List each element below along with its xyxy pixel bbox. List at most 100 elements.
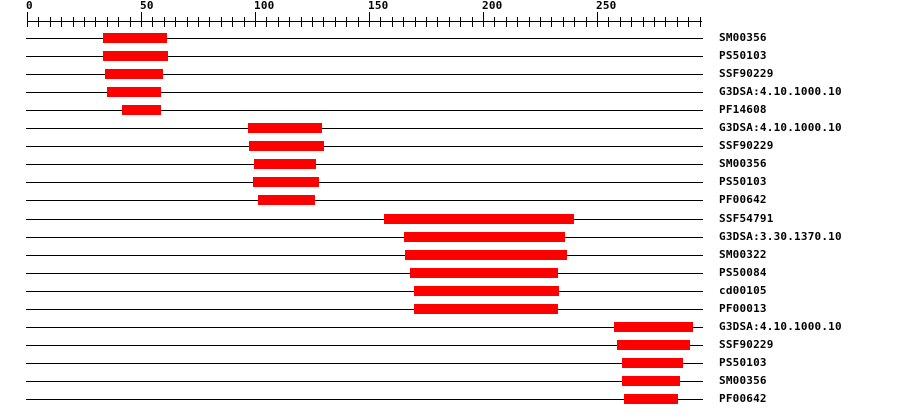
row-line: [26, 182, 703, 183]
match-label: PF00642: [719, 392, 767, 405]
row-line: [26, 273, 703, 274]
x-axis-minor-tick: [358, 17, 359, 27]
x-axis-minor-tick: [529, 17, 530, 27]
x-axis-minor-tick: [472, 17, 473, 27]
x-axis-minor-tick: [620, 17, 621, 27]
match-bar: [122, 105, 161, 115]
x-axis-minor-tick: [289, 17, 290, 27]
x-axis-minor-tick: [130, 17, 131, 27]
row-line: [26, 345, 703, 346]
row-line: [26, 56, 703, 57]
match-bar: [103, 33, 167, 43]
x-axis-minor-tick: [335, 17, 336, 27]
x-axis-major-tick: [369, 12, 370, 27]
match-label: G3DSA:4.10.1000.10: [719, 121, 842, 134]
match-bar: [105, 69, 163, 79]
x-axis-minor-tick: [631, 17, 632, 27]
x-axis-minor-tick: [540, 17, 541, 27]
x-axis-minor-tick: [517, 17, 518, 27]
row-line: [26, 219, 703, 220]
x-axis-tick-label: 250: [596, 0, 617, 12]
row-line: [26, 363, 703, 364]
x-axis-minor-tick: [50, 17, 51, 27]
x-axis-minor-tick: [426, 17, 427, 27]
x-axis-minor-tick: [278, 17, 279, 27]
row-line: [26, 399, 703, 400]
row-line: [26, 128, 703, 129]
row-line: [26, 327, 703, 328]
x-axis-minor-tick: [323, 17, 324, 27]
match-bar: [414, 304, 558, 314]
x-axis-minor-tick: [84, 17, 85, 27]
match-label: G3DSA:4.10.1000.10: [719, 85, 842, 98]
x-axis-minor-tick: [437, 17, 438, 27]
match-bar: [617, 340, 690, 350]
x-axis-minor-tick: [392, 17, 393, 27]
x-axis-minor-tick: [608, 17, 609, 27]
row-line: [26, 291, 703, 292]
x-axis-major-tick: [255, 12, 256, 27]
x-axis-line: [27, 21, 702, 22]
x-axis-minor-tick: [494, 17, 495, 27]
x-axis-major-tick: [27, 12, 28, 27]
match-bar: [414, 286, 559, 296]
row-line: [26, 200, 703, 201]
match-label: PS50103: [719, 175, 767, 188]
row-line: [26, 110, 703, 111]
x-axis-minor-tick: [61, 17, 62, 27]
x-axis-major-tick: [141, 12, 142, 27]
match-bar: [614, 322, 693, 332]
x-axis-tick-label: 200: [482, 0, 503, 12]
row-line: [26, 381, 703, 382]
match-bar: [248, 123, 322, 133]
row-line: [26, 309, 703, 310]
match-bar: [249, 141, 324, 151]
x-axis-minor-tick: [574, 17, 575, 27]
match-label: PF14608: [719, 103, 767, 116]
x-axis-minor-tick: [677, 17, 678, 27]
x-axis-minor-tick: [449, 17, 450, 27]
x-axis-minor-tick: [643, 17, 644, 27]
match-bar: [384, 214, 574, 224]
x-axis-minor-tick: [164, 17, 165, 27]
x-axis-tick-label: 150: [368, 0, 389, 12]
x-axis-minor-tick: [221, 17, 222, 27]
x-axis-minor-tick: [209, 17, 210, 27]
match-label: SSF54791: [719, 212, 774, 225]
match-label: SM00356: [719, 157, 767, 170]
match-label: SSF90229: [719, 67, 774, 80]
row-line: [26, 92, 703, 93]
match-label: SM00356: [719, 374, 767, 387]
x-axis-minor-tick: [118, 17, 119, 27]
x-axis-minor-tick: [700, 17, 701, 27]
match-label: SSF90229: [719, 338, 774, 351]
match-bar: [404, 232, 565, 242]
x-axis-minor-tick: [688, 17, 689, 27]
match-bar: [107, 87, 161, 97]
match-bar: [405, 250, 567, 260]
match-bar: [103, 51, 168, 61]
x-axis-minor-tick: [551, 17, 552, 27]
x-axis-tick-label: 0: [26, 0, 33, 12]
match-label: PS50103: [719, 49, 767, 62]
x-axis-tick-label: 100: [254, 0, 275, 12]
x-axis-major-tick: [597, 12, 598, 27]
match-label: cd00105: [719, 284, 767, 297]
row-line: [26, 164, 703, 165]
match-label: PF00642: [719, 193, 767, 206]
x-axis-minor-tick: [460, 17, 461, 27]
match-bar: [253, 177, 319, 187]
row-line: [26, 255, 703, 256]
match-label: SM00356: [719, 31, 767, 44]
row-line: [26, 74, 703, 75]
match-bar: [622, 376, 680, 386]
x-axis-minor-tick: [38, 17, 39, 27]
match-label: SSF90229: [719, 139, 774, 152]
match-bar: [624, 394, 678, 404]
x-axis-minor-tick: [563, 17, 564, 27]
x-axis-minor-tick: [95, 17, 96, 27]
match-label: PS50084: [719, 266, 767, 279]
match-bar: [622, 358, 683, 368]
x-axis-minor-tick: [244, 17, 245, 27]
match-bar: [410, 268, 558, 278]
